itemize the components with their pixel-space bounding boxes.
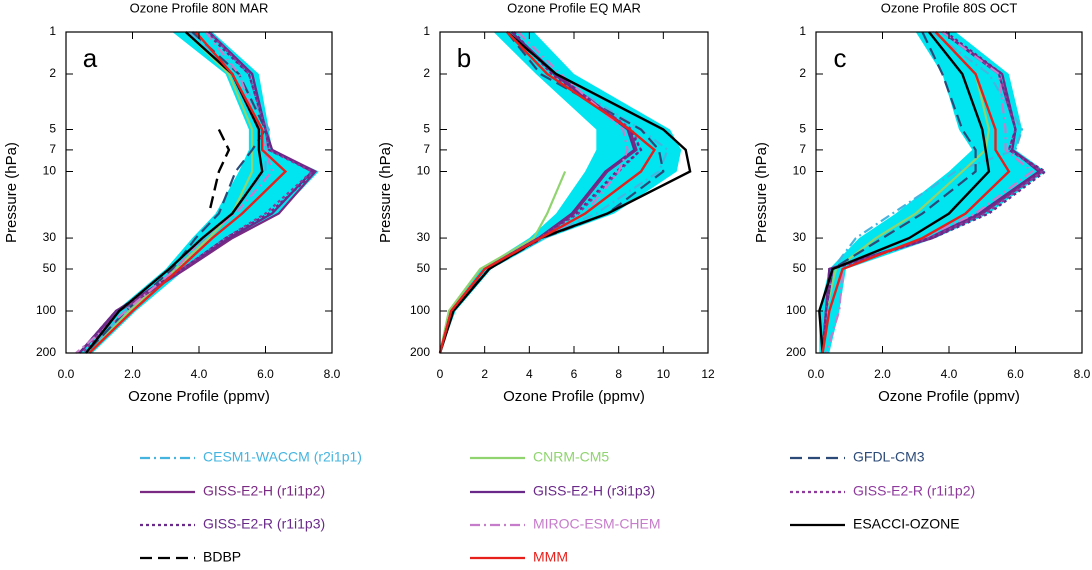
- panel-title: Ozone Profile 80N MAR: [130, 0, 269, 15]
- x-tick-label: 4: [526, 367, 533, 381]
- series-line: [85, 31, 264, 354]
- y-tick-label: 10: [43, 164, 57, 178]
- panel-title: Ozone Profile EQ MAR: [507, 0, 641, 15]
- y-tick-label: 1: [423, 24, 430, 38]
- panel-title: Ozone Profile 80S OCT: [881, 0, 1018, 15]
- legend-label: GISS-E2-R (r1i1p3): [203, 516, 325, 532]
- series-line: [818, 31, 991, 354]
- x-tick-label: 10: [657, 367, 671, 381]
- legend-label: GISS-E2-H (r3i1p3): [533, 483, 655, 499]
- panel-label: b: [457, 43, 471, 73]
- x-tick-label: 4.0: [191, 367, 208, 381]
- x-tick-label: 6.0: [257, 367, 274, 381]
- series-line: [821, 31, 977, 354]
- legend-label: GISS-E2-R (r1i1p2): [853, 483, 975, 499]
- y-tick-label: 2: [49, 66, 56, 80]
- panel-label: a: [83, 43, 98, 73]
- legend-label: MMM: [533, 549, 568, 565]
- series-line: [821, 31, 1045, 354]
- x-tick-label: 6: [571, 367, 578, 381]
- y-axis-label: Pressure (hPa): [377, 142, 394, 243]
- x-tick-label: 6.0: [1007, 367, 1024, 381]
- series-line: [438, 31, 656, 354]
- y-tick-label: 200: [36, 345, 56, 359]
- y-tick-label: 7: [423, 142, 430, 156]
- panel-label: c: [834, 43, 847, 73]
- y-tick-label: 10: [417, 164, 431, 178]
- legend-label: ESACCI-OZONE: [853, 516, 960, 532]
- series-line: [821, 31, 1048, 354]
- y-tick-label: 100: [410, 303, 430, 317]
- y-tick-label: 200: [410, 345, 430, 359]
- series-line: [438, 171, 567, 354]
- series-line: [821, 31, 1011, 354]
- y-tick-label: 2: [423, 66, 430, 80]
- x-axis-label: Ozone Profile (ppmv): [878, 388, 1020, 405]
- legend-label: GISS-E2-H (r1i1p2): [203, 483, 325, 499]
- series-line: [438, 31, 643, 354]
- series-line: [821, 31, 991, 354]
- legend-label: BDBP: [203, 549, 241, 565]
- x-tick-label: 0: [437, 367, 444, 381]
- y-tick-label: 50: [43, 261, 57, 275]
- legend-label: MIROC-ESM-CHEM: [533, 516, 661, 532]
- y-tick-label: 7: [799, 142, 806, 156]
- x-tick-label: 2.0: [874, 367, 891, 381]
- y-tick-label: 200: [786, 345, 806, 359]
- y-tick-label: 100: [36, 303, 56, 317]
- series-line: [207, 128, 231, 214]
- y-axis-label: Pressure (hPa): [753, 142, 770, 243]
- x-tick-label: 0.0: [58, 367, 75, 381]
- y-tick-label: 7: [49, 142, 56, 156]
- y-tick-label: 2: [799, 66, 806, 80]
- legend-label: GFDL-CM3: [853, 449, 925, 465]
- y-tick-label: 5: [799, 122, 806, 136]
- series-line: [438, 31, 692, 354]
- x-tick-label: 2: [481, 367, 488, 381]
- x-tick-label: 8.0: [324, 367, 341, 381]
- y-tick-label: 10: [793, 164, 807, 178]
- x-tick-label: 4.0: [941, 367, 958, 381]
- y-tick-label: 30: [417, 230, 431, 244]
- x-axis-label: Ozone Profile (ppmv): [503, 388, 645, 405]
- x-tick-label: 2.0: [124, 367, 141, 381]
- x-axis-label: Ozone Profile (ppmv): [128, 388, 270, 405]
- series-line: [75, 31, 274, 354]
- y-tick-label: 50: [417, 261, 431, 275]
- y-axis-label: Pressure (hPa): [3, 142, 20, 243]
- x-tick-label: 8: [615, 367, 622, 381]
- x-tick-label: 0.0: [808, 367, 825, 381]
- y-tick-label: 30: [43, 230, 57, 244]
- x-tick-label: 12: [701, 367, 715, 381]
- y-tick-label: 1: [49, 24, 56, 38]
- range-band: [440, 32, 682, 353]
- y-tick-label: 30: [793, 230, 807, 244]
- legend-label: CNRM-CM5: [533, 449, 609, 465]
- series-line: [88, 31, 288, 354]
- y-tick-label: 1: [799, 24, 806, 38]
- y-tick-label: 5: [49, 122, 56, 136]
- y-tick-label: 100: [786, 303, 806, 317]
- y-tick-label: 50: [793, 261, 807, 275]
- legend-label: CESM1-WACCM (r2i1p1): [203, 449, 362, 465]
- y-tick-label: 5: [423, 122, 430, 136]
- range-band: [79, 32, 319, 353]
- x-tick-label: 8.0: [1074, 367, 1091, 381]
